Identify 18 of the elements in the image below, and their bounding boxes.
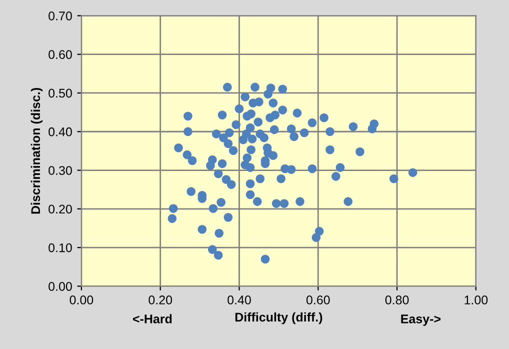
- y-tick-label: 0.50: [48, 88, 72, 98]
- y-tick-label: 0.20: [48, 204, 72, 214]
- y-tick-label: 0.70: [48, 12, 72, 20]
- x-tick-label: 0.80: [385, 296, 409, 304]
- x-tick-label: 0.40: [228, 296, 251, 304]
- text: Easy->: [401, 314, 441, 326]
- x-tick-label: 0.20: [148, 296, 172, 304]
- x-tick-label: 0.60: [306, 296, 330, 304]
- x-axis-title: Difficulty (diff.): [235, 312, 322, 324]
- y-axis-title: Discrimination (disc.): [30, 88, 43, 214]
- y-tick-label: 0.60: [48, 50, 72, 59]
- y-tick-label: 0.30: [48, 166, 72, 175]
- text: <-Hard: [133, 314, 172, 324]
- y-tick-label: 0.10: [48, 243, 72, 252]
- x-tick-label: 1.00: [464, 296, 488, 304]
- y-tick-label: 0.40: [48, 127, 72, 136]
- y-tick-label: 0.00: [48, 282, 72, 291]
- x-tick-label: 0.00: [70, 296, 94, 304]
